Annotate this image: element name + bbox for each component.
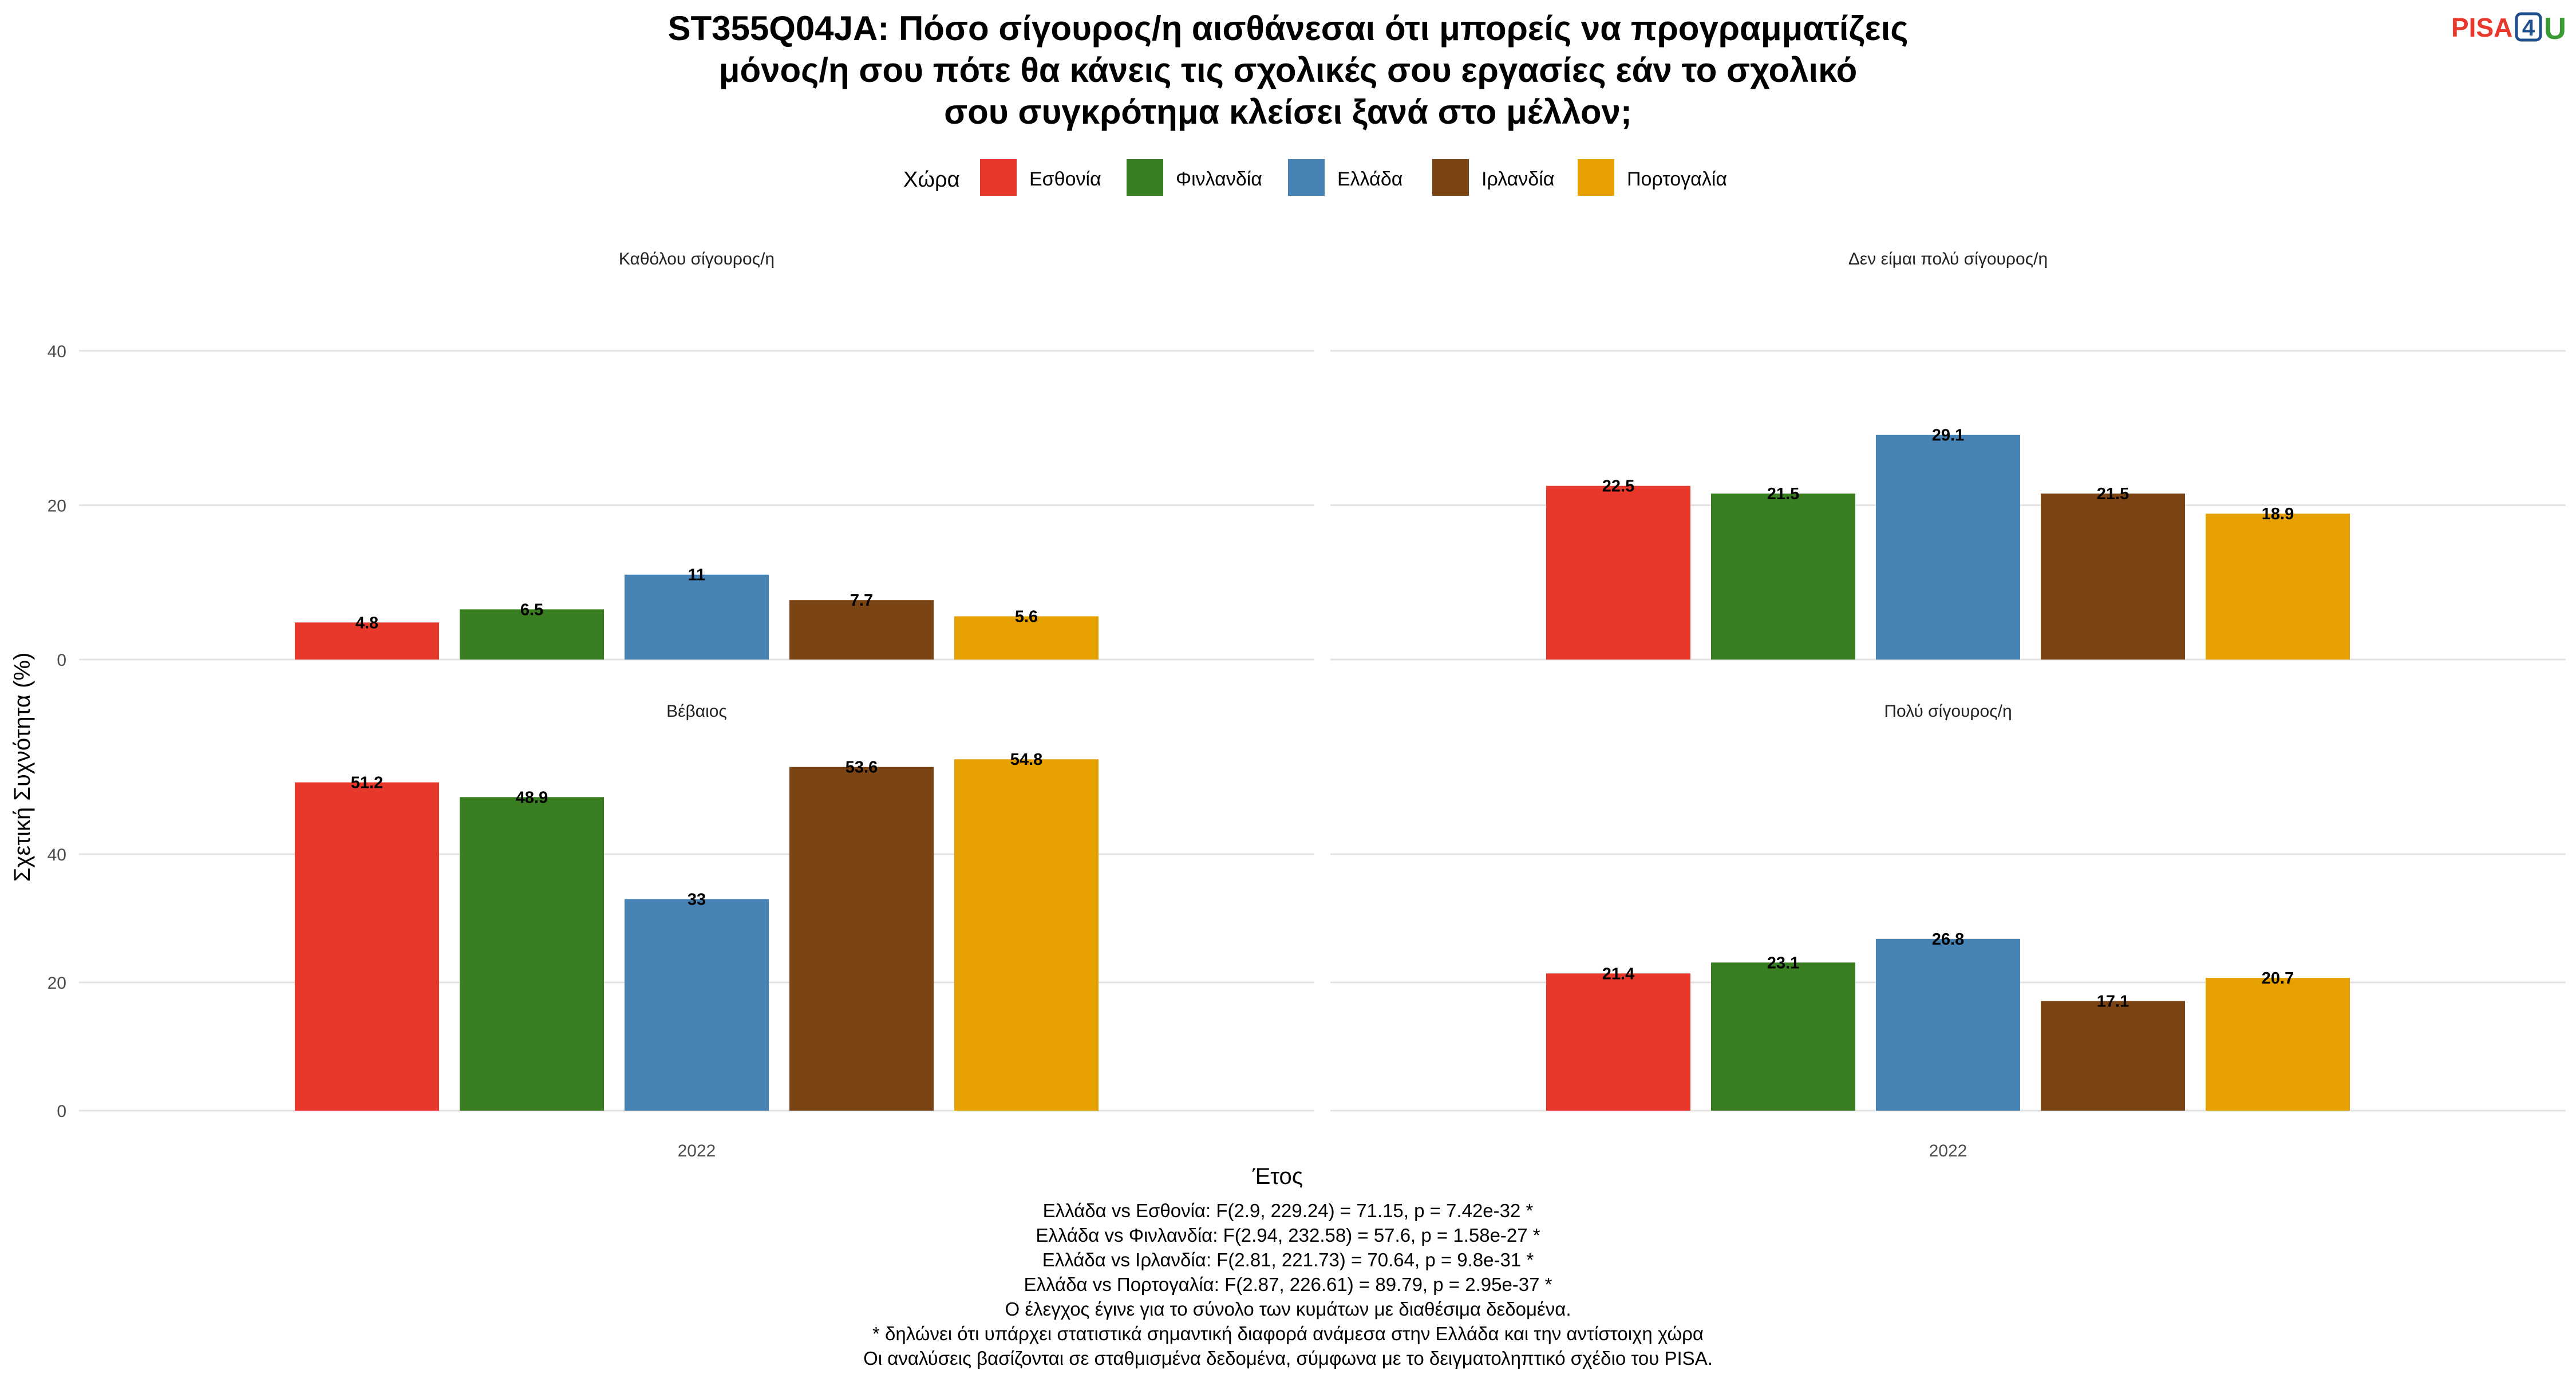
bar-value-label: 7.7 <box>850 591 873 610</box>
note-line: Ο έλεγχος έγινε για το σύνολο των κυμάτω… <box>1005 1298 1571 1320</box>
logo-pisa-text: PISA <box>2451 13 2512 42</box>
bar <box>2041 493 2185 660</box>
bar <box>1546 973 1690 1111</box>
bar <box>625 899 769 1111</box>
note-line: Ελλάδα vs Ιρλανδία: F(2.81, 221.73) = 70… <box>1042 1249 1534 1270</box>
chart-title-line-1: ST355Q04JA: Πόσο σίγουρος/η αισθάνεσαι ό… <box>667 9 1908 48</box>
chart-title-line-2: μόνος/η σου πότε θα κάνεις τις σχολικές … <box>719 51 1858 89</box>
legend-label: Φινλανδία <box>1176 168 1262 190</box>
bar <box>295 782 439 1111</box>
bar <box>2206 978 2350 1111</box>
bar-value-label: 11 <box>688 566 706 585</box>
bar <box>460 797 604 1111</box>
bar-value-label: 21.4 <box>1602 965 1634 983</box>
facet-panels: Καθόλου σίγουρος/η 0 20 40 4.8 6.5 11 7.7 5.6 Δεν… <box>48 250 2566 1160</box>
y-tick-label: 0 <box>57 651 66 670</box>
bar <box>2041 1001 2185 1111</box>
note-line: Ελλάδα vs Εσθονία: F(2.9, 229.24) = 71.1… <box>1043 1200 1534 1221</box>
note-line: * δηλώνει ότι υπάρχει στατιστικά σημαντι… <box>872 1323 1704 1344</box>
bar <box>789 600 934 660</box>
bar <box>295 622 439 660</box>
bar-value-label: 17.1 <box>2097 992 2129 1010</box>
legend-swatch <box>1432 159 1469 196</box>
y-tick-label: 40 <box>48 342 66 361</box>
legend-swatch <box>1578 159 1614 196</box>
note-line: Ελλάδα vs Φινλανδία: F(2.94, 232.58) = 5… <box>1036 1225 1540 1246</box>
bar <box>1711 962 1855 1111</box>
facet-panel: Καθόλου σίγουρος/η 0 20 40 4.8 6.5 11 7.7 5.6 <box>48 250 1314 670</box>
facet-panel: Δεν είμαι πολύ σίγουρος/η 22.5 21.5 29.1 21.… <box>1330 250 2566 661</box>
bar-value-label: 4.8 <box>355 614 378 632</box>
bar <box>954 616 1099 660</box>
legend-label: Ιρλανδία <box>1481 168 1554 190</box>
legend-label: Ελλάδα <box>1337 168 1402 190</box>
bar <box>1876 938 2020 1111</box>
legend-item: Ιρλανδία <box>1432 159 1554 196</box>
bar-value-label: 21.5 <box>2097 485 2129 503</box>
y-tick-label: 20 <box>48 496 66 515</box>
bar <box>1876 435 2020 660</box>
x-axis-title: Έτος <box>1252 1164 1303 1189</box>
legend-item: Εσθονία <box>980 159 1101 196</box>
note-line: Οι αναλύσεις βασίζονται σε σταθμισμένα δ… <box>863 1348 1713 1369</box>
facet-title: Καθόλου σίγουρος/η <box>619 250 775 269</box>
bar-value-label: 48.9 <box>516 788 548 807</box>
legend-swatch <box>1288 159 1325 196</box>
legend-label: Εσθονία <box>1029 168 1101 190</box>
bar <box>625 574 769 660</box>
pisa4u-logo: PISA 4 U <box>2451 11 2566 46</box>
legend-swatch <box>980 159 1017 196</box>
legend: Χώρα Εσθονία Φινλανδία Ελλάδα Ιρλανδία Πορτο… <box>903 159 1727 196</box>
y-tick-label: 40 <box>48 846 66 864</box>
bar-value-label: 51.2 <box>351 774 383 792</box>
bar-value-label: 23.1 <box>1767 954 1799 972</box>
facet-panel: Βέβαιος 0 20 40 51.2 48.9 33 53.6 54.8 2022 <box>48 702 1314 1160</box>
y-tick-label: 20 <box>48 974 66 993</box>
bar-value-label: 6.5 <box>520 601 543 619</box>
facet-panel: Πολύ σίγουρος/η 21.4 23.1 26.8 17.1 20.7 2022 <box>1330 702 2566 1160</box>
bar <box>789 767 934 1111</box>
y-tick-label: 0 <box>57 1102 66 1121</box>
note-line: Ελλάδα vs Πορτογαλία: F(2.87, 226.61) = … <box>1024 1274 1552 1295</box>
legend-item: Ελλάδα <box>1288 159 1402 196</box>
chart-title-line-3: σου συγκρότημα κλείσει ξανά στο μέλλον; <box>944 93 1632 131</box>
facet-title: Πολύ σίγουρος/η <box>1884 702 2012 721</box>
bar <box>2206 514 2350 660</box>
facet-title: Δεν είμαι πολύ σίγουρος/η <box>1848 250 2048 269</box>
bar-value-label: 20.7 <box>2262 969 2294 988</box>
legend-item: Φινλανδία <box>1127 159 1262 196</box>
bar-value-label: 33 <box>688 890 706 909</box>
bar <box>1711 493 1855 660</box>
x-tick-label: 2022 <box>1929 1142 1967 1160</box>
chart-title: ST355Q04JA: Πόσο σίγουρος/η αισθάνεσαι ό… <box>667 9 1908 131</box>
statistical-notes: Ελλάδα vs Εσθονία: F(2.9, 229.24) = 71.1… <box>863 1200 1713 1369</box>
bar-value-label: 5.6 <box>1015 608 1038 626</box>
logo-box <box>2515 12 2542 42</box>
legend-swatch <box>1127 159 1163 196</box>
facet-title: Βέβαιος <box>666 702 727 721</box>
bar <box>954 759 1099 1111</box>
bar-value-label: 53.6 <box>846 759 878 777</box>
bar-value-label: 29.1 <box>1932 427 1964 445</box>
bar-value-label: 22.5 <box>1602 477 1634 496</box>
y-axis-title: Σχετική Συχνότητα (%) <box>10 653 35 882</box>
logo-u-text: U <box>2544 11 2566 46</box>
legend-label: Πορτογαλία <box>1627 168 1727 190</box>
logo-four-text: 4 <box>2522 15 2535 41</box>
bar <box>460 609 604 660</box>
legend-title: Χώρα <box>903 168 960 192</box>
bar-value-label: 21.5 <box>1767 485 1799 503</box>
bar-value-label: 26.8 <box>1932 930 1964 949</box>
legend-item: Πορτογαλία <box>1578 159 1727 196</box>
bar-value-label: 18.9 <box>2262 505 2294 523</box>
x-tick-label: 2022 <box>678 1142 716 1160</box>
bar-value-label: 54.8 <box>1010 751 1042 769</box>
bar <box>1546 485 1690 660</box>
